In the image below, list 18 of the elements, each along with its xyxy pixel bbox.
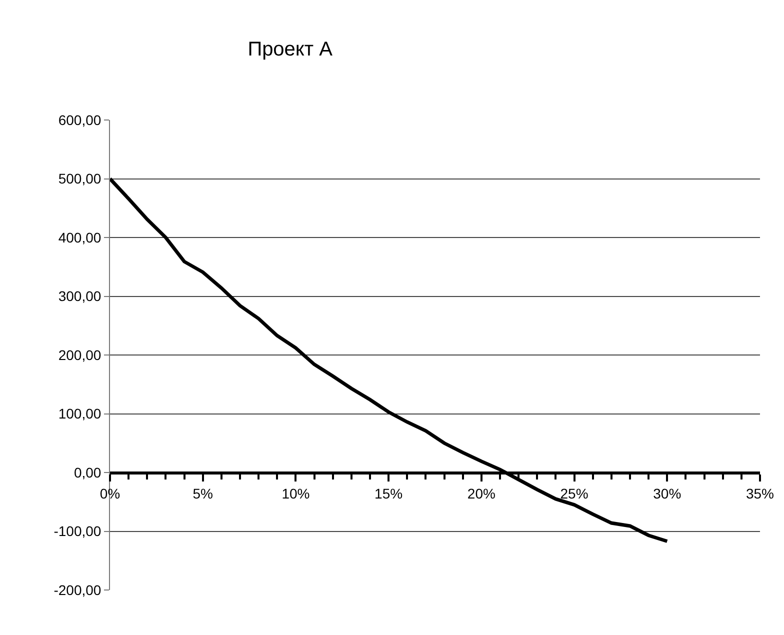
x-tick-label: 10%: [282, 485, 310, 502]
chart-title: Проект А: [248, 38, 334, 60]
y-tick-label: 400,00: [58, 229, 102, 246]
y-tick-label: 0,00: [74, 464, 102, 480]
x-tick-label: 15%: [374, 485, 403, 502]
y-tick-label: 300,00: [58, 288, 102, 304]
x-tick-label: 35%: [746, 485, 774, 502]
x-tick-label: 25%: [560, 485, 588, 502]
y-tick-label: -200,00: [54, 582, 102, 598]
y-tick-label: -100,00: [54, 523, 102, 540]
y-tick-label: 500,00: [58, 170, 102, 187]
y-tick-label: 200,00: [58, 346, 102, 363]
x-tick-label: 5%: [192, 485, 213, 502]
y-tick-label: 600,00: [58, 112, 102, 128]
x-tick-label: 30%: [653, 485, 682, 502]
x-tick-label: 20%: [467, 485, 496, 502]
y-tick-label: 100,00: [58, 406, 102, 422]
x-tick-label: 0%: [100, 485, 120, 502]
